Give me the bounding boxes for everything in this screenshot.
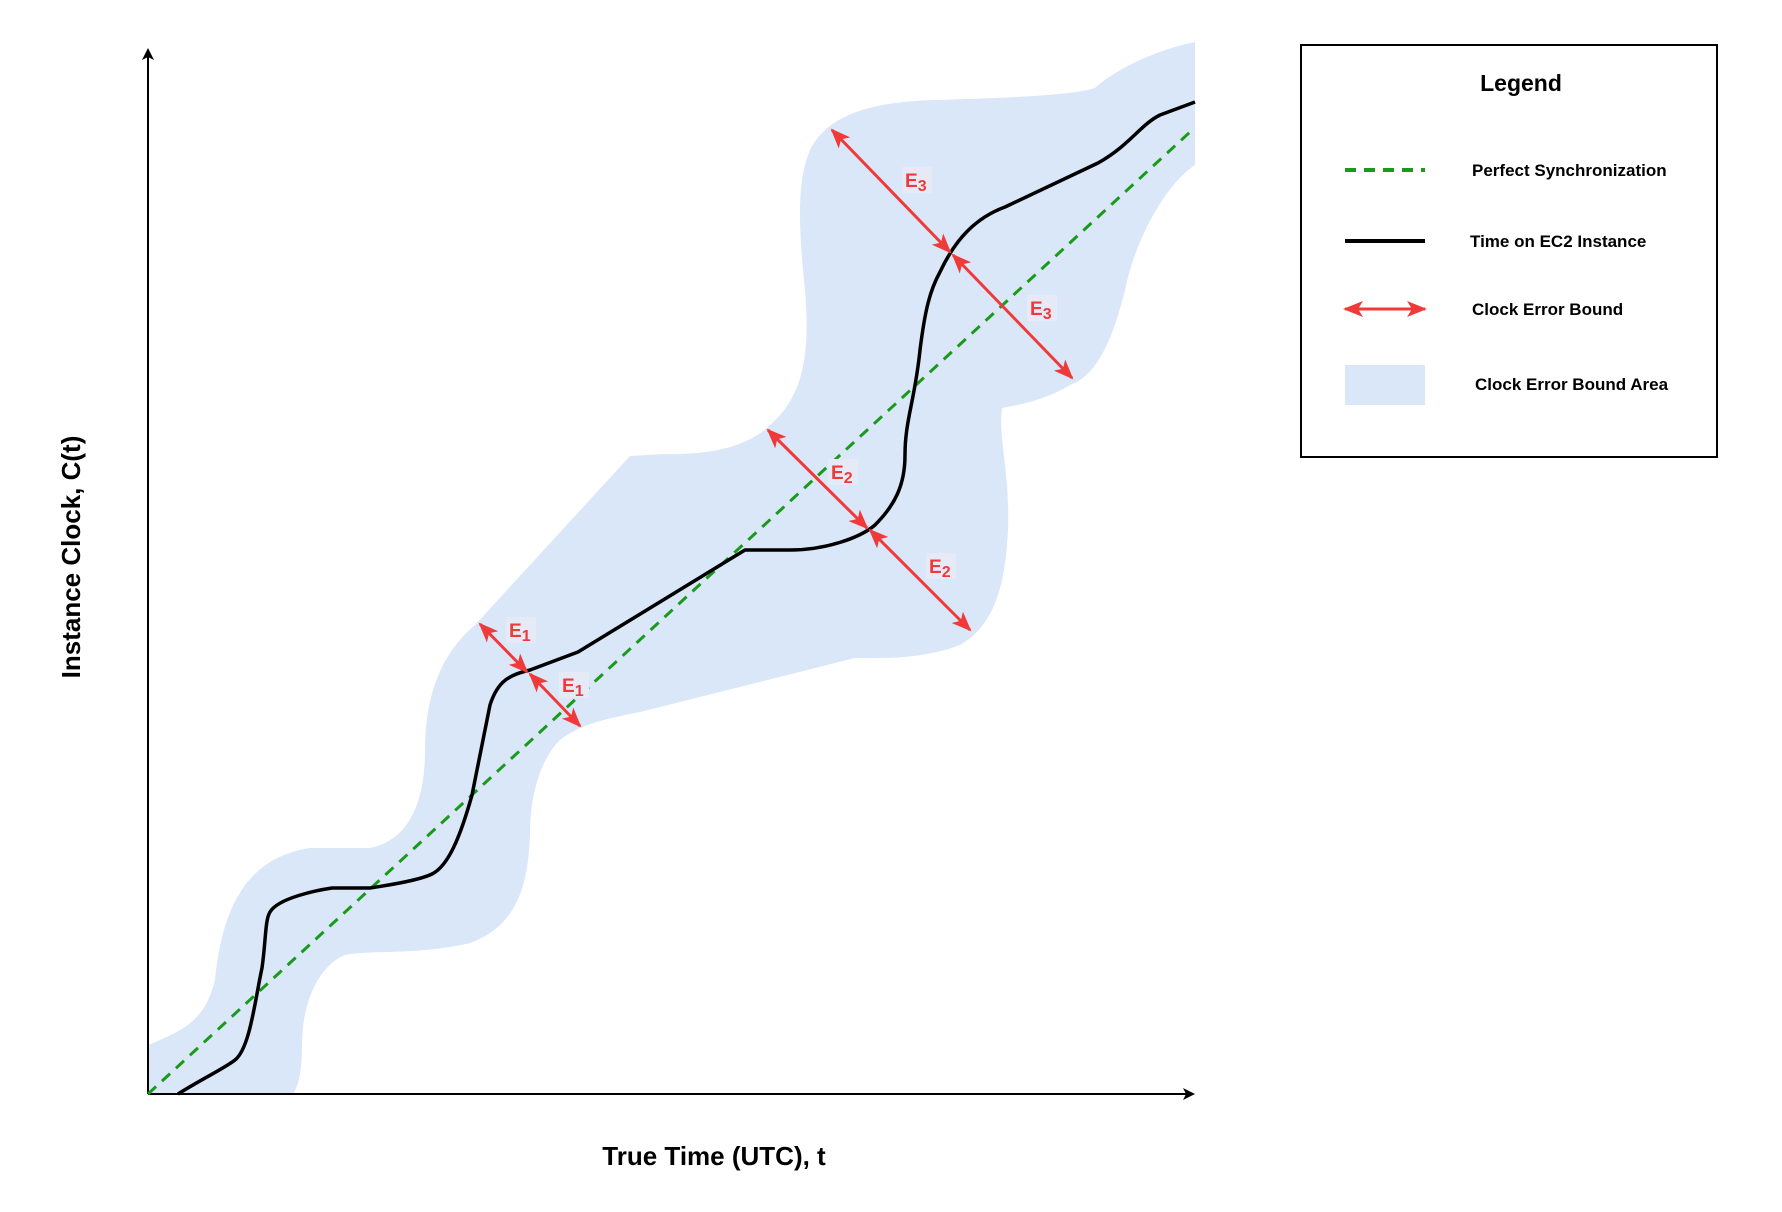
legend-perfect-sync-label: Perfect Synchronization xyxy=(1472,161,1667,180)
legend-instance-time-label: Time on EC2 Instance xyxy=(1470,232,1646,251)
y-axis-title: Instance Clock, C(t) xyxy=(56,436,86,679)
error-label-e2-lower: E2 xyxy=(929,557,951,581)
error-label-e3-lower: E3 xyxy=(1030,299,1052,323)
legend-title: Legend xyxy=(1480,70,1562,96)
clock-error-bound-area xyxy=(148,42,1195,1095)
error-arrow-e1-lower xyxy=(528,672,582,728)
error-label-e2-upper: E2 xyxy=(831,463,853,487)
error-arrow-e2-upper xyxy=(766,428,869,530)
legend-error-area-label: Clock Error Bound Area xyxy=(1475,375,1669,394)
perfect-sync-line xyxy=(146,130,1192,1096)
error-labels: E1 E1 E2 E2 E3 E3 xyxy=(506,167,1057,700)
error-arrows xyxy=(478,128,1074,728)
x-axis-title: True Time (UTC), t xyxy=(602,1141,826,1171)
error-label-e1-lower: E1 xyxy=(562,676,584,700)
legend: Legend Perfect Synchronization Time on E… xyxy=(1300,44,1718,458)
error-arrow-e3-upper xyxy=(830,128,952,254)
error-label-e1-upper: E1 xyxy=(509,621,531,645)
legend-error-bound-label: Clock Error Bound xyxy=(1472,300,1623,319)
error-arrow-e2-lower xyxy=(868,528,972,632)
error-arrow-e3-lower xyxy=(951,253,1074,380)
error-arrow-e1-upper xyxy=(478,622,529,674)
error-label-e3-upper: E3 xyxy=(905,171,927,195)
legend-error-area-swatch xyxy=(1345,365,1425,405)
